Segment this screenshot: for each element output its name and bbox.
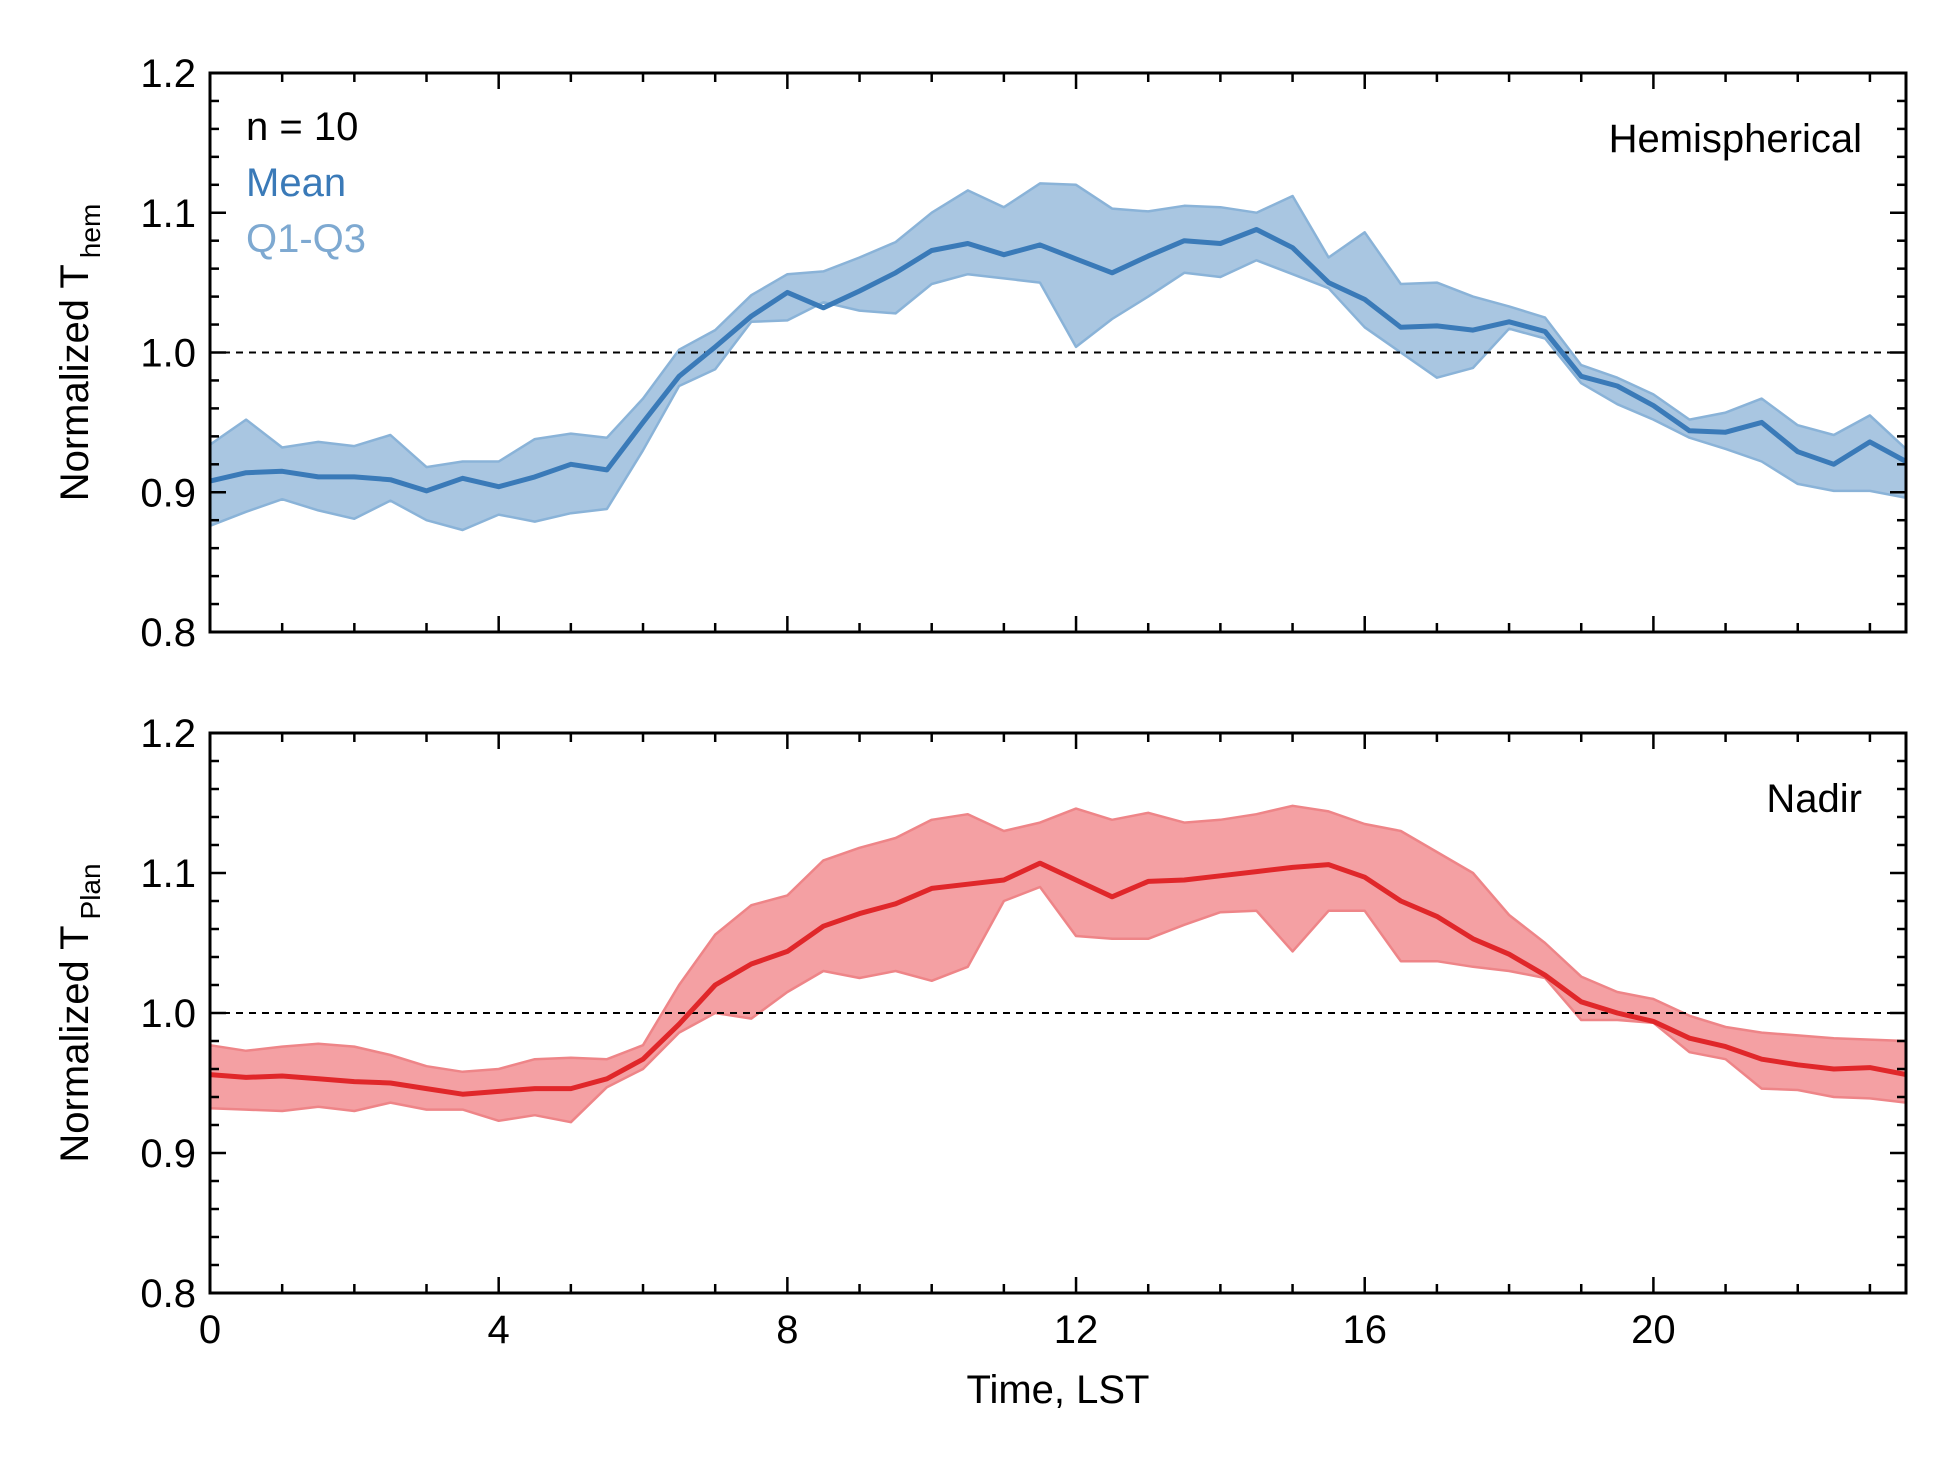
- ytick-labels-hemispherical: 0.8 0.9 1.0 1.1 1.2: [140, 52, 196, 655]
- legend-mean-text: Mean: [246, 161, 346, 205]
- y-tick-label: 1.0: [140, 992, 196, 1036]
- x-tick-label: 16: [1342, 1308, 1387, 1352]
- ticks-hemispherical: [208, 71, 1906, 634]
- x-tick-label: 0: [199, 1308, 221, 1352]
- iqr-band-nadir: [208, 804, 1908, 1124]
- y-tick-label: 0.8: [140, 611, 196, 655]
- panel-nadir: 0.8 0.9 1.0 1.1 1.2 0 4 8 12 16 20 Normalized TPl…: [53, 712, 1908, 1412]
- y-tick-label: 1.0: [140, 332, 196, 376]
- x-tick-label: 20: [1631, 1308, 1676, 1352]
- y-tick-label: 0.9: [140, 1132, 196, 1176]
- y-tick-label: 1.2: [140, 52, 196, 96]
- y-tick-label: 1.2: [140, 712, 196, 756]
- x-tick-label: 4: [488, 1308, 510, 1352]
- y-tick-label: 1.1: [140, 192, 196, 236]
- xtick-labels-nadir: 0 4 8 12 16 20: [199, 1308, 1676, 1352]
- ytick-labels-nadir: 0.8 0.9 1.0 1.1 1.2: [140, 712, 196, 1316]
- y-axis-title-hemispherical: Normalized Them: [53, 204, 106, 502]
- y-tick-label: 1.1: [140, 852, 196, 896]
- y-tick-label: 0.9: [140, 471, 196, 515]
- sample-size-text: n = 10: [246, 105, 358, 149]
- ticks-nadir: [208, 731, 1906, 1295]
- y-axis-title-nadir: Normalized TPlan: [53, 863, 106, 1162]
- x-axis-title: Time, LST: [967, 1368, 1150, 1412]
- y-tick-label: 0.8: [140, 1272, 196, 1316]
- mean-line-hemispherical: [209, 227, 1908, 494]
- mean-line-nadir: [209, 860, 1907, 1097]
- legend-q1-q3-text: Q1-Q3: [246, 217, 366, 261]
- x-tick-label: 8: [776, 1308, 798, 1352]
- panel-label-nadir: Nadir: [1766, 777, 1862, 821]
- panel-hemispherical: 0.8 0.9 1.0 1.1 1.2 Normalized Them Hemisphe…: [53, 52, 1908, 655]
- panel-label-hemispherical: Hemispherical: [1609, 117, 1862, 161]
- x-tick-label: 12: [1054, 1308, 1099, 1352]
